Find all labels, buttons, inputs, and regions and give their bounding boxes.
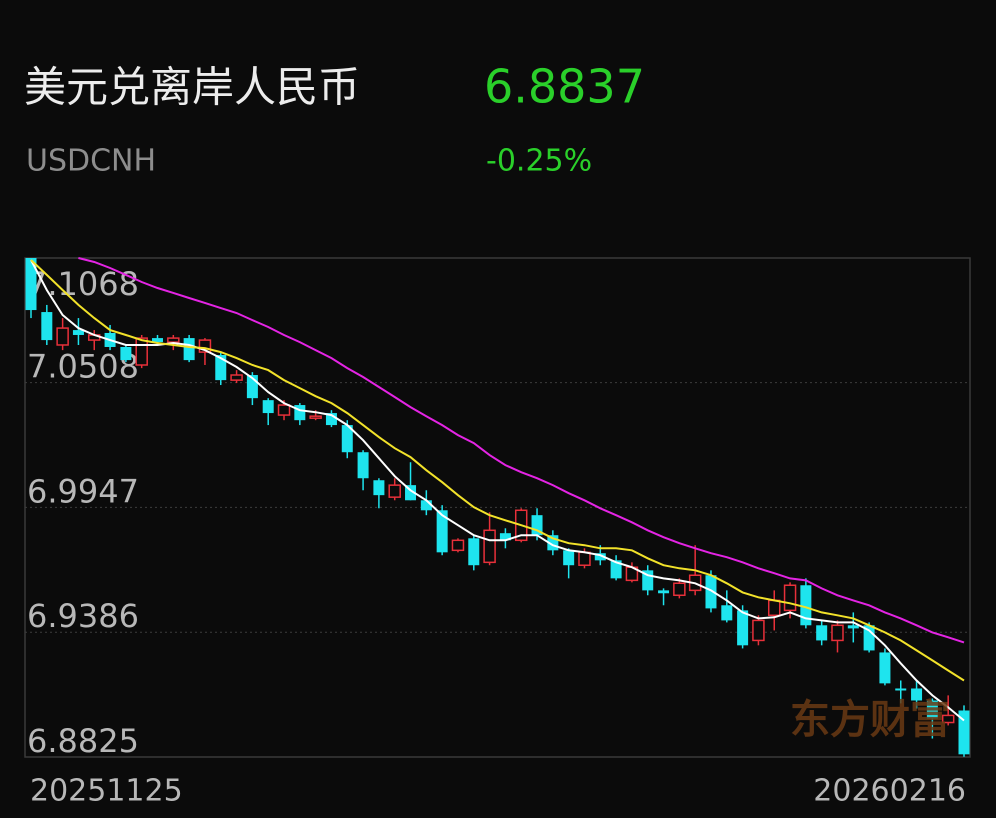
candle-body <box>578 551 591 566</box>
x-tick-label: 20251125 <box>30 774 183 809</box>
candle-body <box>25 258 37 311</box>
x-tick-label: 20260216 <box>813 774 966 809</box>
moving-average-line <box>30 259 965 722</box>
candle-body <box>41 312 53 341</box>
candle-body <box>325 413 337 426</box>
candle-body <box>705 575 717 609</box>
candle-body <box>230 374 243 381</box>
candle-body <box>563 550 575 566</box>
candle-body <box>831 624 844 642</box>
candle-body <box>341 425 353 453</box>
candle-body <box>816 625 828 641</box>
candle-body <box>388 484 401 498</box>
candle-body <box>499 533 511 541</box>
candle-body <box>198 339 212 353</box>
y-tick-label: 7.0508 <box>27 348 139 386</box>
candle-body <box>752 619 765 642</box>
candle-body <box>120 346 132 361</box>
candle-body <box>767 599 781 617</box>
y-tick-label: 6.9386 <box>27 597 139 635</box>
candle-body <box>958 710 970 755</box>
candle-body <box>294 405 306 421</box>
candle-body <box>941 714 955 724</box>
candle-body <box>451 539 465 552</box>
watermark: 东方财富 <box>790 697 950 743</box>
candle-body <box>642 570 654 591</box>
subtitle: USDCNH <box>26 144 156 179</box>
candle-body <box>309 415 322 419</box>
candle-body <box>610 560 622 579</box>
candle-body <box>531 515 543 536</box>
candle-body <box>926 700 938 719</box>
candle-body <box>405 485 417 501</box>
candle-body <box>783 584 797 612</box>
candle-body <box>72 330 84 335</box>
title: 美元兑离岸人民币 <box>24 63 360 112</box>
candle-body <box>468 538 480 566</box>
y-tick-label: 6.9947 <box>27 472 139 510</box>
candle-body <box>262 400 274 414</box>
candle-body <box>721 605 733 621</box>
candle-body <box>547 535 559 551</box>
y-tick-label: 7.1068 <box>27 265 139 303</box>
candle-body <box>436 510 448 553</box>
candle-body <box>215 354 227 381</box>
candle-body <box>895 688 907 691</box>
candle-body <box>373 480 385 496</box>
candle-body <box>246 375 258 399</box>
candle-body <box>911 688 923 701</box>
moving-average-line <box>78 257 965 644</box>
candle-body <box>420 500 432 511</box>
candle-body <box>357 452 369 479</box>
candle-body <box>183 338 195 361</box>
candle-body <box>152 338 164 343</box>
candle-body <box>863 625 875 651</box>
candle-body <box>800 585 812 626</box>
candle-body <box>594 553 606 561</box>
candle-body <box>277 404 291 416</box>
price: 6.8837 <box>484 60 645 114</box>
candle-body <box>673 582 686 597</box>
candle-body <box>737 610 749 646</box>
candle-body <box>483 529 496 564</box>
candle-body <box>658 590 670 594</box>
candle-body <box>879 652 891 684</box>
candle-body <box>56 327 69 346</box>
moving-average-line <box>30 259 965 682</box>
candle-body <box>847 625 859 629</box>
candle-body <box>167 337 180 343</box>
candle-body <box>135 337 148 366</box>
change: -0.25% <box>486 144 592 179</box>
y-tick-label: 6.8825 <box>27 722 139 760</box>
